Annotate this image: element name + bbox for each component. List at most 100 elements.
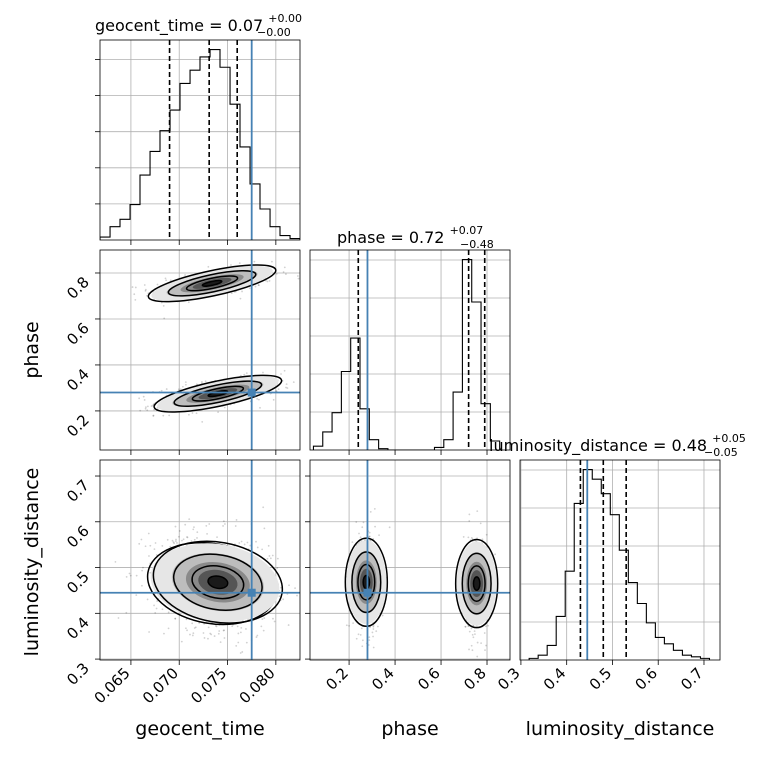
title-luminosity-distance: luminosity_distance = 0.48 +0.05 −0.05 — [489, 427, 751, 459]
sample-point — [174, 617, 177, 620]
sample-point — [292, 381, 295, 384]
sample-point — [216, 536, 218, 539]
ytick-label-luminosity-distance-4: 0.7 — [63, 476, 93, 506]
sample-point — [258, 398, 260, 401]
sample-point — [187, 301, 190, 304]
sample-point — [181, 539, 183, 542]
sample-point — [253, 260, 256, 263]
ytick-label-phase-2: 0.6 — [63, 319, 93, 349]
sample-point — [468, 630, 471, 633]
sample-point — [310, 588, 312, 590]
sample-point — [125, 611, 128, 614]
sample-point — [196, 537, 198, 539]
ytick-label-phase-0: 0.2 — [63, 411, 93, 441]
sample-point — [176, 542, 178, 544]
sample-point — [276, 567, 279, 569]
sample-point — [135, 594, 138, 597]
sample-point — [287, 624, 290, 626]
contour-0-2 — [467, 565, 486, 602]
sample-point — [191, 412, 194, 414]
sample-point — [269, 557, 272, 560]
sample-point — [283, 266, 286, 269]
sample-point — [262, 506, 265, 509]
sample-point — [191, 634, 194, 637]
sample-point — [144, 545, 147, 548]
sample-point — [468, 648, 470, 651]
sample-point — [369, 626, 371, 629]
sample-point — [169, 545, 172, 548]
ytick-label-luminosity-distance-0: 0.3 — [63, 659, 93, 689]
sample-point — [259, 406, 261, 409]
xlabel-phase: phase — [381, 718, 438, 740]
sample-point — [201, 381, 203, 383]
contour-1-2 — [191, 565, 245, 600]
sample-point — [261, 548, 264, 551]
sample-point — [467, 625, 470, 627]
sample-point — [231, 625, 234, 628]
sample-point — [177, 388, 180, 391]
sample-point — [219, 641, 222, 644]
sample-point — [388, 526, 391, 529]
contour-0-0 — [147, 264, 277, 303]
sample-point — [296, 275, 299, 277]
sample-point — [207, 626, 210, 629]
sample-point — [192, 632, 195, 635]
sample-point — [255, 540, 257, 543]
density-level-1-4 — [208, 576, 228, 589]
sample-point — [193, 526, 195, 529]
title-geocent-time-sup: +0.00 — [268, 12, 302, 25]
sample-point — [474, 633, 476, 636]
sample-point — [209, 632, 212, 635]
sample-point — [142, 566, 144, 569]
sample-point — [378, 534, 380, 537]
sample-point — [153, 548, 156, 550]
sample-point — [278, 595, 281, 598]
sample-point — [171, 539, 174, 542]
sample-point — [276, 557, 279, 560]
sample-point — [215, 625, 218, 628]
xtick-label-geocent-time-0: 0.065 — [91, 664, 134, 707]
sample-point — [207, 637, 209, 640]
sample-point — [224, 523, 226, 525]
title-geocent-time: geocent_time = 0.07 +0.00 −0.00 — [95, 7, 307, 39]
sample-point — [241, 290, 243, 293]
sample-point — [153, 604, 155, 607]
sample-point — [352, 622, 354, 625]
density-level-0-4 — [202, 280, 222, 286]
sample-point — [245, 628, 247, 630]
panel-border-scatter-geocent-time-vs-phase — [99, 249, 301, 451]
sample-point — [462, 536, 465, 538]
sample-point — [144, 407, 147, 410]
sample-point — [470, 536, 473, 539]
sample-point — [206, 532, 208, 535]
xtick-label-luminosity-distance-3: 0.6 — [631, 664, 661, 694]
sample-point — [181, 385, 184, 388]
sample-point — [189, 633, 191, 636]
sample-point — [162, 304, 165, 307]
sample-point — [237, 632, 240, 635]
ytick-label-luminosity-distance-1: 0.4 — [63, 613, 93, 643]
panel-border-hist-luminosity-distance — [519, 459, 721, 661]
contour-1-0 — [153, 374, 283, 413]
sample-point — [163, 317, 166, 320]
sample-point — [218, 630, 221, 632]
sample-point — [485, 644, 487, 647]
sample-point — [255, 636, 258, 638]
title-phase-sub: −0.48 — [460, 238, 494, 251]
contour-0-2 — [185, 275, 239, 292]
histogram-luminosity-distance — [528, 468, 711, 660]
sample-point — [468, 520, 471, 522]
sample-point — [144, 289, 147, 292]
sample-point — [374, 525, 376, 528]
sample-point — [148, 555, 150, 557]
sample-point — [285, 383, 288, 386]
xtick-label-luminosity-distance-0: 0.3 — [494, 664, 524, 694]
sample-point — [288, 584, 290, 587]
sample-point — [475, 625, 478, 628]
sample-point — [203, 637, 206, 639]
panel-border-scatter-geocent-time-vs-luminosity-distance — [99, 459, 301, 661]
sample-point — [263, 527, 266, 530]
sample-point — [146, 294, 148, 297]
sample-point — [271, 260, 273, 263]
sample-point — [262, 371, 264, 374]
